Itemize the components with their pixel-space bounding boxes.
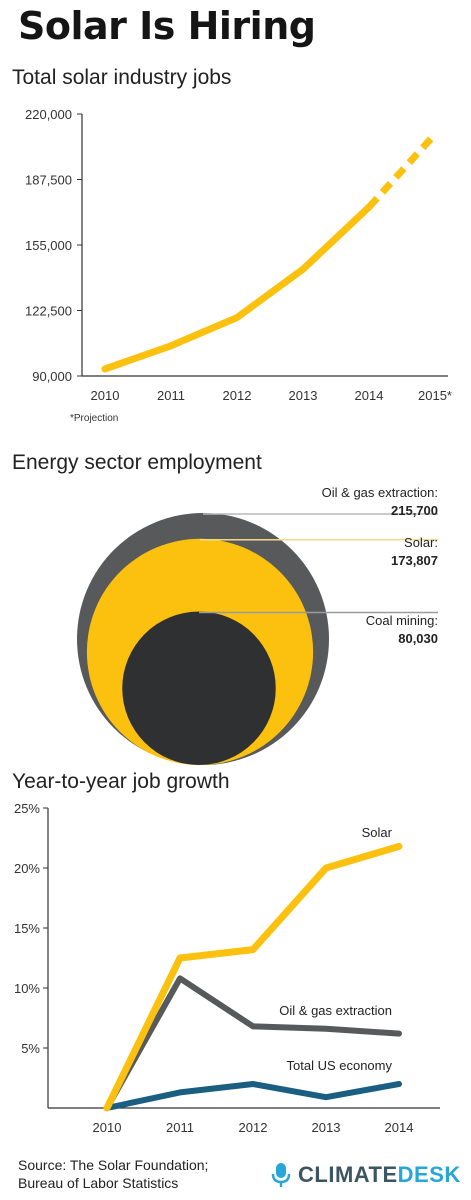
total-jobs-chart: 90,000 122,500 155,000 187,500 220,000 2010 20… bbox=[25, 107, 452, 424]
series-label: Total US economy bbox=[287, 1058, 393, 1073]
series-line-us-economy bbox=[104, 1081, 402, 1111]
x-tick-label: 2014 bbox=[355, 388, 384, 403]
y-tick-label: 220,000 bbox=[25, 107, 72, 122]
job-growth-chart: 5% 10% 15% 20% 25% 2010 2011 2012 2013 2014 Solar O… bbox=[14, 801, 440, 1135]
y-tick-label: 90,000 bbox=[32, 369, 72, 384]
source-note: Source: The Solar Foundation; Bureau of … bbox=[18, 1156, 208, 1192]
x-tick-label: 2014 bbox=[385, 1120, 414, 1135]
source-line-2: Bureau of Labor Statistics bbox=[18, 1175, 179, 1191]
y-tick-label: 25% bbox=[14, 801, 40, 816]
y-tick-label: 10% bbox=[14, 981, 40, 996]
y-tick-label: 187,500 bbox=[25, 173, 72, 188]
y-tick-label: 15% bbox=[14, 921, 40, 936]
x-tick-label: 2013 bbox=[289, 388, 318, 403]
chart2-title: Energy sector employment bbox=[12, 451, 262, 474]
microphone-icon bbox=[271, 1163, 291, 1187]
climate-desk-logo: CLIMATEDESK bbox=[270, 1162, 461, 1188]
x-tick-label: 2013 bbox=[312, 1120, 341, 1135]
brand-climate: CLIMATE bbox=[298, 1162, 398, 1187]
bubble-value: 215,700 bbox=[391, 503, 438, 518]
series-line-solar-jobs bbox=[101, 203, 373, 373]
chart1-title: Total solar industry jobs bbox=[12, 66, 232, 89]
y-tick-label: 5% bbox=[21, 1041, 40, 1056]
bubble-coal bbox=[122, 611, 276, 765]
y-tick-label: 155,000 bbox=[25, 238, 72, 253]
projection-note: *Projection bbox=[70, 413, 118, 424]
x-tick-label: 2012 bbox=[239, 1120, 268, 1135]
series-label: Solar bbox=[362, 825, 393, 840]
chart3-title: Year-to-year job growth bbox=[12, 770, 230, 793]
bubble-label: Oil & gas extraction: bbox=[322, 485, 438, 500]
x-tick-label: 2010 bbox=[91, 388, 120, 403]
x-tick-label: 2011 bbox=[166, 1120, 194, 1135]
page-title: Solar Is Hiring bbox=[18, 4, 316, 48]
bubble-label: Coal mining: bbox=[366, 613, 438, 628]
y-tick-label: 122,500 bbox=[25, 304, 72, 319]
brand-desk: DESK bbox=[397, 1162, 461, 1187]
y-tick-label: 20% bbox=[14, 861, 40, 876]
series-line-oil-gas bbox=[104, 975, 402, 1111]
source-line-1: Source: The Solar Foundation; bbox=[18, 1157, 209, 1173]
series-line-projection bbox=[366, 131, 438, 210]
bubble-value: 80,030 bbox=[398, 631, 438, 646]
x-tick-label: 2010 bbox=[93, 1120, 122, 1135]
series-line-solar bbox=[103, 842, 403, 1112]
bubble-value: 173,807 bbox=[391, 553, 438, 568]
x-tick-label: 2012 bbox=[223, 388, 252, 403]
employment-bubble-chart: Oil & gas extraction: 215,700 Solar: 173,80… bbox=[77, 485, 438, 765]
x-tick-label: 2015* bbox=[418, 388, 452, 403]
x-tick-label: 2011 bbox=[157, 388, 185, 403]
bubble-label: Solar: bbox=[404, 535, 438, 550]
series-label: Oil & gas extraction bbox=[279, 1003, 392, 1018]
